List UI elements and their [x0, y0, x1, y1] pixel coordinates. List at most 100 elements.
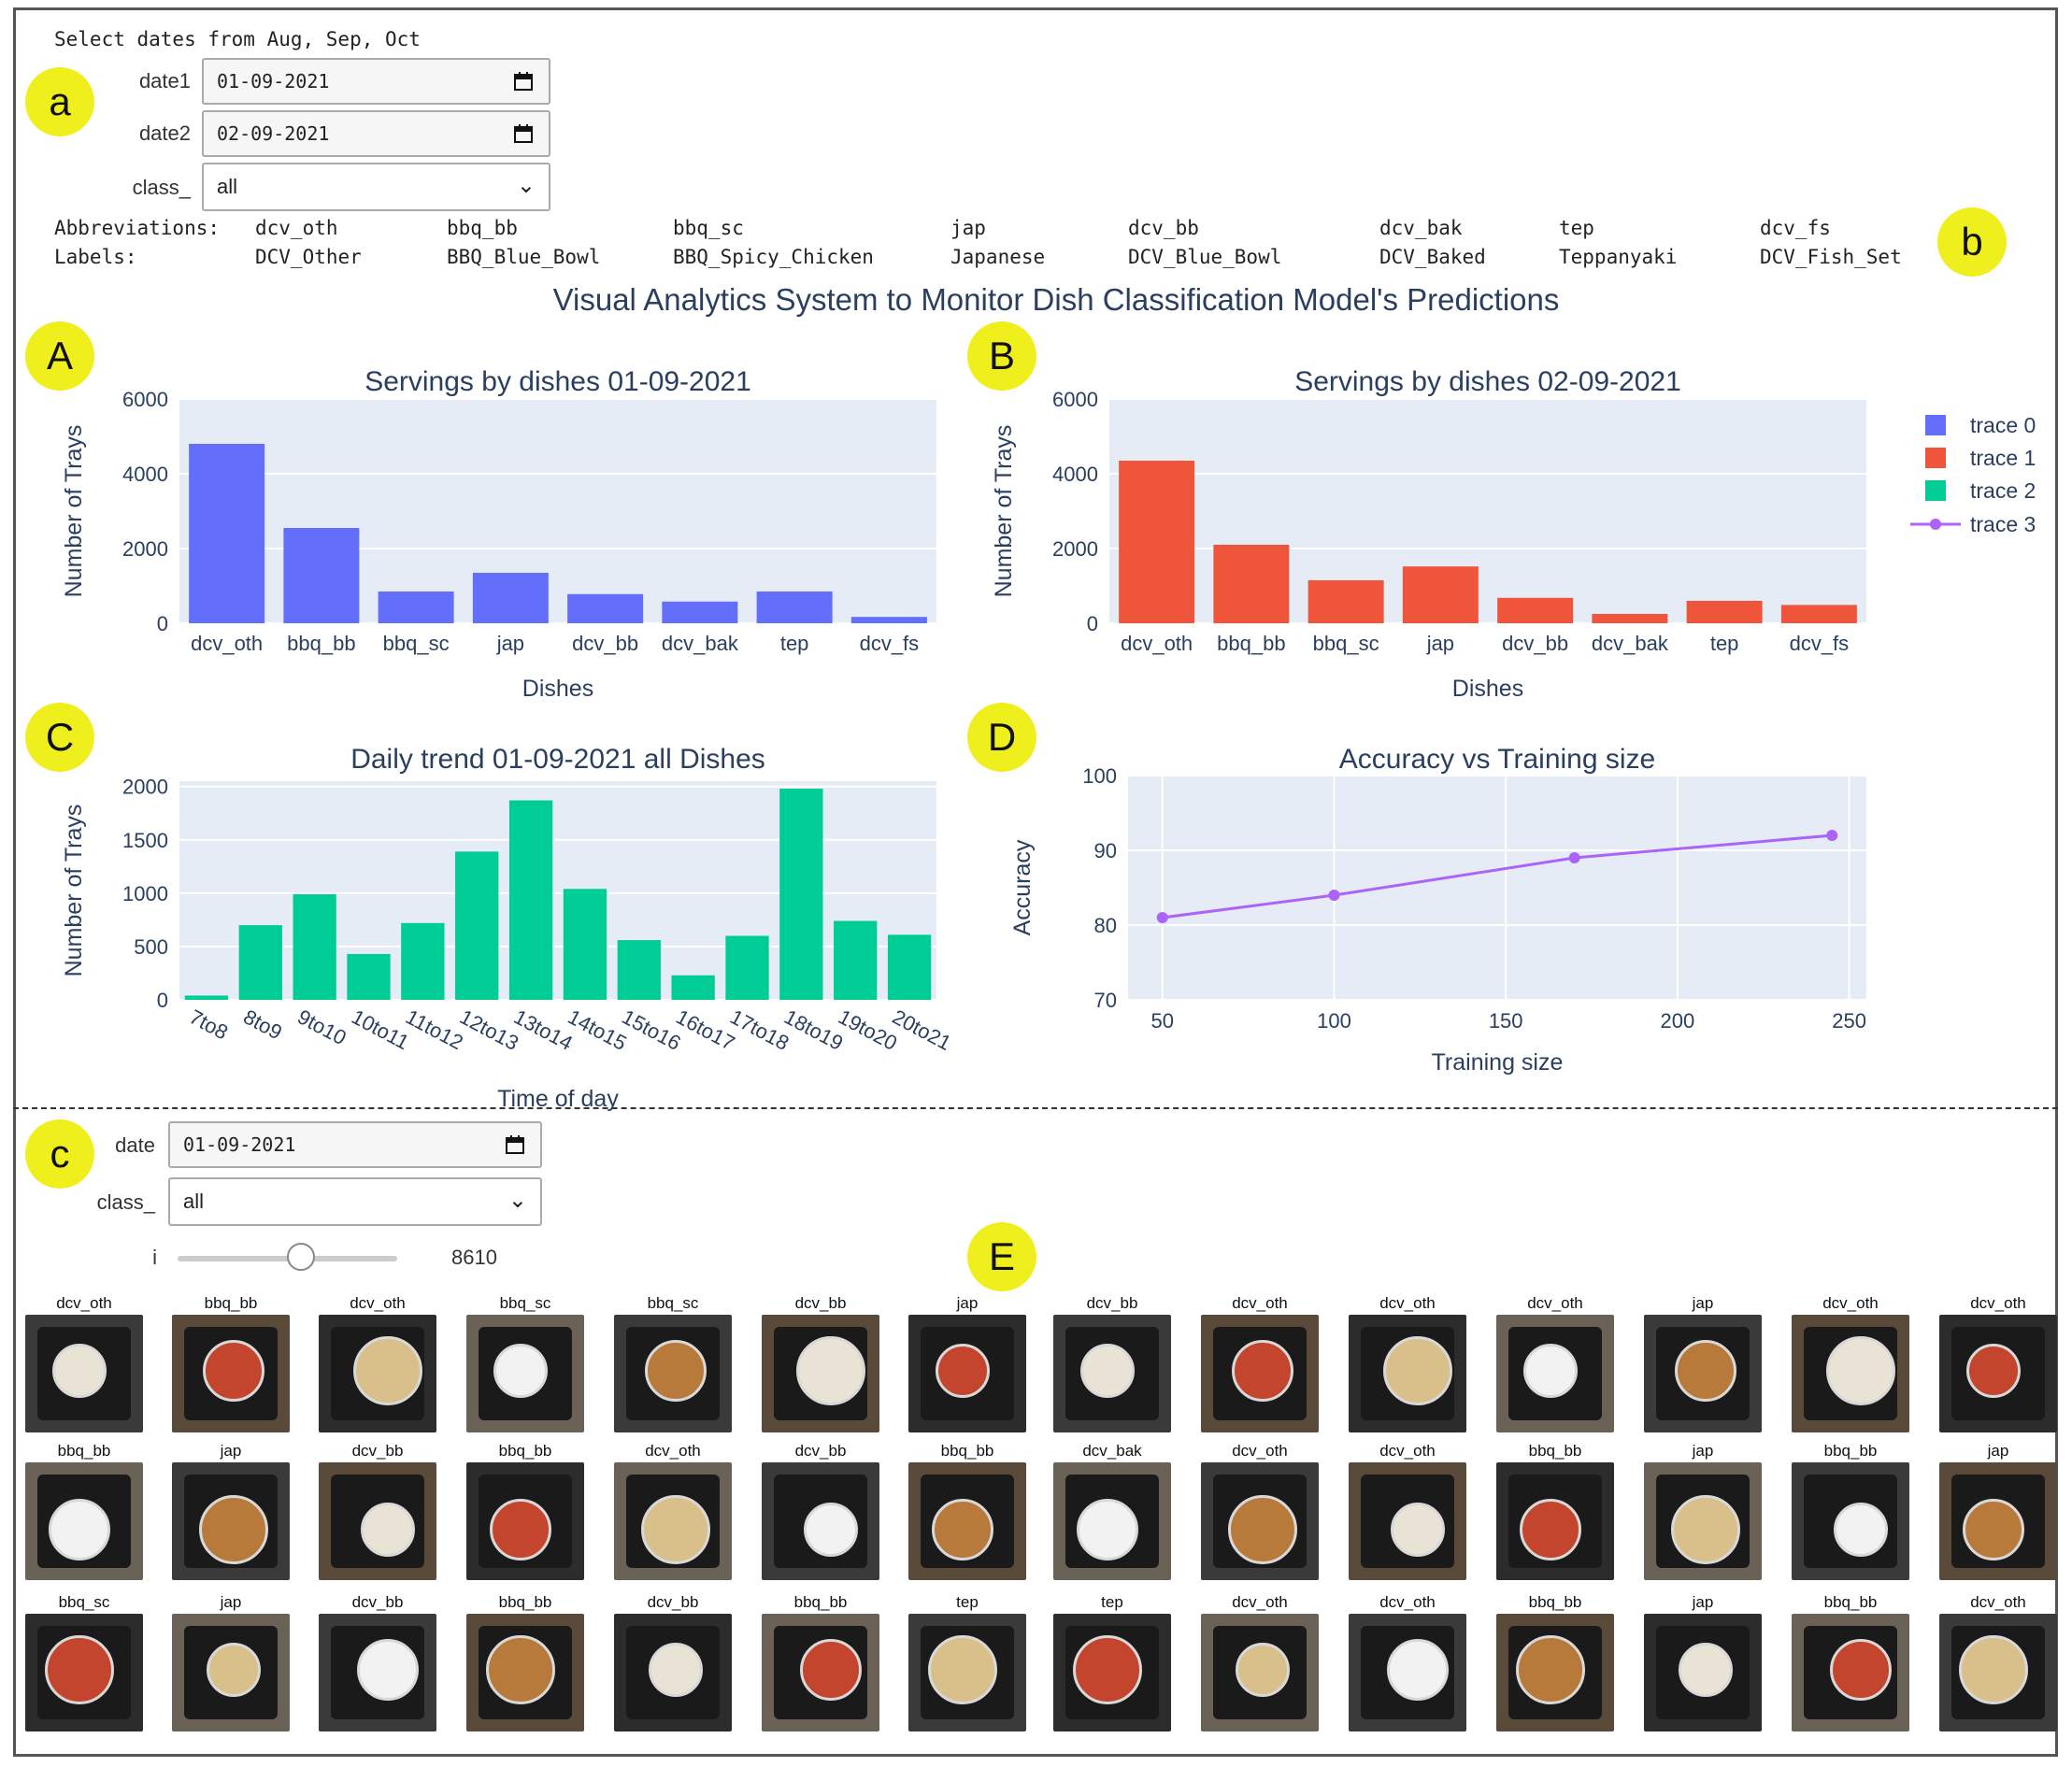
- tray-thumbnail[interactable]: dcv_oth: [19, 1294, 150, 1432]
- tray-thumbnail[interactable]: jap: [165, 1442, 296, 1580]
- abbreviation-code: jap: [950, 217, 986, 239]
- thumbnail-class-label: dcv_oth: [1232, 1294, 1288, 1312]
- tray-photo: [762, 1614, 879, 1731]
- chart-title: Daily trend 01-09-2021 all Dishes: [350, 744, 765, 775]
- tray-photo: [1201, 1315, 1319, 1432]
- marker-D: D: [967, 703, 1036, 772]
- thumbnail-class-label: bbq_bb: [940, 1442, 994, 1460]
- slider-label: i: [152, 1246, 157, 1269]
- plate-shape: [1671, 1495, 1740, 1564]
- abbreviation-label: BBQ_Spicy_Chicken: [673, 246, 874, 268]
- thumbnail-class-label: bbq_sc: [647, 1294, 699, 1312]
- chevron-down-icon: ⌄: [507, 1188, 527, 1214]
- bar: [1119, 461, 1195, 623]
- tray-thumbnail[interactable]: dcv_oth: [1490, 1294, 1621, 1432]
- tray-thumbnail[interactable]: dcv_oth: [1194, 1294, 1325, 1432]
- tray-thumbnail[interactable]: dcv_oth: [1342, 1294, 1473, 1432]
- tray-thumbnail[interactable]: dcv_bb: [755, 1294, 886, 1432]
- tray-thumbnail[interactable]: dcv_bak: [1047, 1442, 1178, 1580]
- plate-shape: [641, 1495, 710, 1564]
- class-select[interactable]: all ⌄: [202, 163, 550, 211]
- tray-thumbnail[interactable]: bbq_bb: [460, 1442, 591, 1580]
- tray-thumbnail[interactable]: dcv_oth: [1194, 1442, 1325, 1580]
- y-tick-label: 0: [157, 989, 168, 1012]
- tray-thumbnail[interactable]: dcv_oth: [1933, 1294, 2064, 1432]
- thumbnail-class-label: bbq_bb: [204, 1294, 258, 1312]
- tray-thumbnail[interactable]: bbq_bb: [165, 1294, 296, 1432]
- tray-thumbnail[interactable]: bbq_bb: [1785, 1442, 1916, 1580]
- tray-thumbnail[interactable]: bbq_bb: [19, 1442, 150, 1580]
- plate-shape: [486, 1635, 555, 1704]
- tray-thumbnail[interactable]: jap: [1637, 1442, 1768, 1580]
- tray-thumbnail[interactable]: bbq_sc: [19, 1593, 150, 1731]
- calendar-icon[interactable]: [513, 123, 534, 144]
- plate-shape: [1387, 1639, 1449, 1701]
- plate-shape: [1679, 1643, 1733, 1697]
- tray-thumbnail[interactable]: jap: [1637, 1294, 1768, 1432]
- bar: [293, 893, 336, 1000]
- tray-thumbnail[interactable]: tep: [902, 1593, 1033, 1731]
- tray-thumbnail[interactable]: dcv_bb: [312, 1442, 443, 1580]
- tray-thumbnail[interactable]: bbq_sc: [607, 1294, 738, 1432]
- tray-thumbnail[interactable]: jap: [1637, 1593, 1768, 1731]
- calendar-icon[interactable]: [505, 1134, 525, 1155]
- bar: [756, 591, 833, 623]
- tray-thumbnail[interactable]: dcv_bb: [1047, 1294, 1178, 1432]
- tray-thumbnail[interactable]: dcv_oth: [1194, 1593, 1325, 1731]
- plate-shape: [932, 1499, 993, 1560]
- calendar-icon[interactable]: [513, 71, 534, 92]
- thumbnail-class-label: bbq_bb: [1823, 1593, 1878, 1611]
- tray-photo: [908, 1614, 1026, 1731]
- data-point: [1826, 830, 1838, 841]
- plate-shape: [649, 1643, 703, 1697]
- tray-thumbnail[interactable]: dcv_oth: [1933, 1593, 2064, 1731]
- tray-thumbnail[interactable]: bbq_bb: [755, 1593, 886, 1731]
- tray-thumbnail[interactable]: jap: [902, 1294, 1033, 1432]
- thumbnail-class-label: dcv_oth: [645, 1442, 701, 1460]
- tray-thumbnail[interactable]: jap: [165, 1593, 296, 1731]
- tray-thumbnail[interactable]: dcv_bb: [607, 1593, 738, 1731]
- tray-thumbnail[interactable]: bbq_bb: [1490, 1442, 1621, 1580]
- tray-thumbnail[interactable]: dcv_oth: [607, 1442, 738, 1580]
- tray-thumbnail[interactable]: dcv_oth: [1342, 1593, 1473, 1731]
- marker-a: a: [25, 67, 94, 136]
- thumbnail-class-label: dcv_oth: [1232, 1442, 1288, 1460]
- date2-input[interactable]: 02-09-2021: [202, 110, 550, 157]
- tray-thumbnail[interactable]: dcv_oth: [312, 1294, 443, 1432]
- tray-thumbnail[interactable]: bbq_bb: [1785, 1593, 1916, 1731]
- plate-shape: [207, 1643, 261, 1697]
- x-tick-label: dcv_oth: [191, 632, 263, 655]
- slider-handle[interactable]: [286, 1243, 315, 1271]
- tray-thumbnail[interactable]: dcv_bb: [312, 1593, 443, 1731]
- bar: [347, 953, 391, 1000]
- date1-input[interactable]: 01-09-2021: [202, 58, 550, 105]
- tray-thumbnail[interactable]: bbq_bb: [1490, 1593, 1621, 1731]
- tray-thumbnail[interactable]: dcv_oth: [1342, 1442, 1473, 1580]
- bar: [472, 573, 549, 623]
- tray-thumbnail[interactable]: bbq_bb: [460, 1593, 591, 1731]
- tray-photo: [614, 1462, 732, 1580]
- chart-title: Servings by dishes 01-09-2021: [364, 366, 751, 397]
- tray-thumbnail[interactable]: dcv_bb: [755, 1442, 886, 1580]
- date-input[interactable]: 01-09-2021: [168, 1121, 542, 1168]
- tray-thumbnail[interactable]: dcv_oth: [1785, 1294, 1916, 1432]
- tray-thumbnail[interactable]: bbq_bb: [902, 1442, 1033, 1580]
- x-tick-label: tep: [780, 632, 809, 655]
- tray-thumbnail[interactable]: tep: [1047, 1593, 1178, 1731]
- tray-thumbnail[interactable]: jap: [1933, 1442, 2064, 1580]
- tray-photo: [172, 1315, 290, 1432]
- class-bottom-select[interactable]: all ⌄: [168, 1177, 542, 1226]
- date1-label: date1: [138, 69, 191, 93]
- class-select-value: all: [217, 175, 238, 198]
- legend-swatch: [1925, 415, 1946, 435]
- plate-shape: [1383, 1336, 1452, 1405]
- data-point: [1568, 852, 1580, 863]
- thumbnail-class-label: bbq_bb: [1528, 1593, 1582, 1611]
- tray-photo: [614, 1315, 732, 1432]
- tray-photo: [319, 1462, 436, 1580]
- abbreviation-code: dcv_fs: [1760, 217, 1831, 239]
- y-tick-label: 500: [134, 935, 168, 959]
- thumbnail-class-label: dcv_oth: [1822, 1294, 1879, 1312]
- tray-thumbnail[interactable]: bbq_sc: [460, 1294, 591, 1432]
- plate-shape: [199, 1495, 268, 1564]
